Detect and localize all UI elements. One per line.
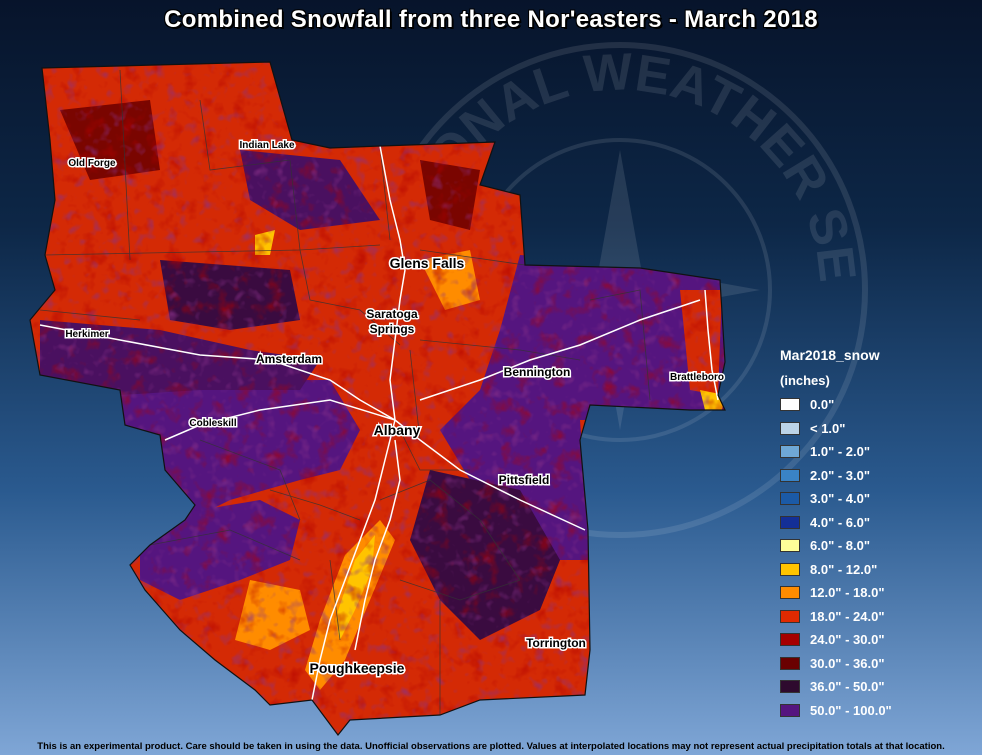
legend-label: 3.0" - 4.0" bbox=[810, 491, 871, 507]
legend-label: 0.0" bbox=[810, 397, 835, 413]
city-label-bennington: Bennington bbox=[504, 365, 571, 379]
legend-item: 0.0" bbox=[780, 393, 892, 417]
legend-label: < 1.0" bbox=[810, 420, 846, 436]
city-label-amsterdam: Amsterdam bbox=[256, 352, 322, 366]
legend-swatch bbox=[780, 468, 800, 482]
legend-label: 50.0" - 100.0" bbox=[810, 702, 892, 718]
legend-item: 36.0" - 50.0" bbox=[780, 675, 892, 699]
city-label-old-forge: Old Forge bbox=[68, 158, 116, 169]
legend-label: 36.0" - 50.0" bbox=[810, 679, 885, 695]
legend-item: 24.0" - 30.0" bbox=[780, 628, 892, 652]
legend-item: 12.0" - 18.0" bbox=[780, 581, 892, 605]
legend-label: 2.0" - 3.0" bbox=[810, 467, 871, 483]
legend-label: 4.0" - 6.0" bbox=[810, 514, 871, 530]
city-label-pittsfield: Pittsfield bbox=[499, 473, 550, 487]
city-label-glens-falls: Glens Falls bbox=[390, 255, 465, 271]
city-label-saratoga: Saratoga bbox=[366, 307, 418, 321]
region-outline bbox=[29, 61, 726, 736]
legend-units: (inches) bbox=[780, 373, 830, 388]
legend-item: 30.0" - 36.0" bbox=[780, 652, 892, 676]
city-label-poughkeepsie: Poughkeepsie bbox=[310, 660, 405, 676]
city-label-brattleboro: Brattleboro bbox=[670, 372, 724, 383]
city-label-torrington: Torrington bbox=[526, 636, 586, 650]
legend-swatch bbox=[780, 562, 800, 576]
legend-label: 12.0" - 18.0" bbox=[810, 585, 885, 601]
legend-swatch bbox=[780, 445, 800, 459]
legend-swatch bbox=[780, 703, 800, 717]
city-label-springs: Springs bbox=[370, 322, 415, 336]
legend-swatch bbox=[780, 680, 800, 694]
county-boundaries bbox=[39, 69, 651, 715]
legend-items: 0.0" < 1.0" 1.0" - 2.0" 2.0" - 3.0" 3.0" - 4… bbox=[780, 393, 892, 722]
city-labels: Old Forge Indian Lake Glens Falls Sarato… bbox=[64, 139, 726, 678]
disclaimer-footer: This is an experimental product. Care sh… bbox=[37, 741, 945, 752]
legend-label: 18.0" - 24.0" bbox=[810, 608, 885, 624]
legend-swatch bbox=[780, 539, 800, 553]
legend-item: 3.0" - 4.0" bbox=[780, 487, 892, 511]
legend-swatch bbox=[780, 656, 800, 670]
legend-item: < 1.0" bbox=[780, 417, 892, 441]
legend-item: 18.0" - 24.0" bbox=[780, 605, 892, 629]
legend-swatch bbox=[780, 633, 800, 647]
legend-swatch bbox=[780, 515, 800, 529]
legend-label: 24.0" - 30.0" bbox=[810, 632, 885, 648]
city-label-indian-lake: Indian Lake bbox=[239, 140, 294, 151]
city-label-herkimer: Herkimer bbox=[65, 329, 108, 340]
legend-item: 50.0" - 100.0" bbox=[780, 699, 892, 723]
legend-item: 1.0" - 2.0" bbox=[780, 440, 892, 464]
legend-item: 4.0" - 6.0" bbox=[780, 511, 892, 535]
legend-label: 8.0" - 12.0" bbox=[810, 561, 878, 577]
legend-swatch bbox=[780, 586, 800, 600]
highways bbox=[39, 145, 719, 701]
city-label-albany: Albany bbox=[374, 422, 421, 438]
legend-item: 6.0" - 8.0" bbox=[780, 534, 892, 558]
legend-swatch bbox=[780, 492, 800, 506]
legend-swatch bbox=[780, 421, 800, 435]
legend-swatch bbox=[780, 398, 800, 412]
map-title: Combined Snowfall from three Nor'easters… bbox=[164, 6, 818, 33]
legend-swatch bbox=[780, 609, 800, 623]
legend-label: 1.0" - 2.0" bbox=[810, 444, 871, 460]
legend-item: 8.0" - 12.0" bbox=[780, 558, 892, 582]
legend-label: 6.0" - 8.0" bbox=[810, 538, 871, 554]
legend-label: 30.0" - 36.0" bbox=[810, 655, 885, 671]
legend-title: Mar2018_snow bbox=[780, 347, 880, 363]
city-label-cobleskill: Cobleskill bbox=[189, 418, 236, 429]
legend-item: 2.0" - 3.0" bbox=[780, 464, 892, 488]
legend: Mar2018_snow (inches) 0.0" < 1.0" 1.0" - 2… bbox=[780, 347, 892, 722]
